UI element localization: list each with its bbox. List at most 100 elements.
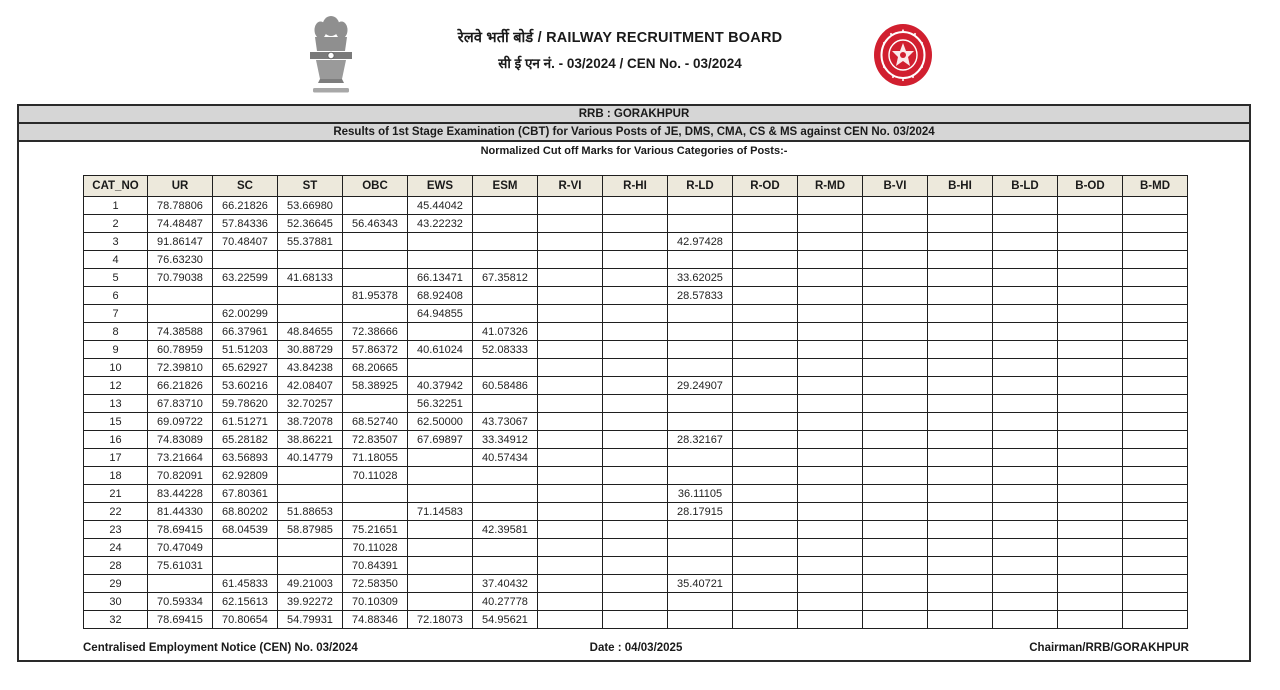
mark-cell [1057,340,1123,359]
mark-cell [277,250,343,269]
mark-cell [602,394,668,413]
mark-cell [342,502,408,521]
mark-cell [407,250,473,269]
mark-cell [1057,358,1123,377]
mark-cell [797,232,863,251]
mark-cell: 63.22599 [212,268,278,287]
mark-cell: 76.63230 [147,250,213,269]
mark-cell [1057,520,1123,539]
cat-no-cell: 28 [83,556,148,575]
column-header-b-md: B-MD [1122,175,1188,197]
mark-cell [537,304,603,323]
mark-cell [797,358,863,377]
mark-cell [147,286,213,305]
mark-cell [407,538,473,557]
mark-cell [732,592,798,611]
mark-cell [537,232,603,251]
mark-cell [992,502,1058,521]
mark-cell [212,250,278,269]
mark-cell [602,268,668,287]
mark-cell [212,556,278,575]
mark-cell [797,268,863,287]
mark-cell [602,556,668,575]
mark-cell [472,286,538,305]
mark-cell [862,376,928,395]
mark-cell: 53.66980 [277,196,343,215]
mark-cell [732,214,798,233]
mark-cell [732,502,798,521]
mark-cell [797,610,863,629]
mark-cell [797,574,863,593]
mark-cell [992,214,1058,233]
table-row-cat-10: 10 72.39810 65.62927 43.84238 68.20665 [83,358,1188,377]
mark-cell [797,466,863,485]
mark-cell: 36.11105 [667,484,733,503]
mark-cell [992,232,1058,251]
mark-cell: 74.88346 [342,610,408,629]
table-row-cat-17: 17 73.21664 63.56893 40.14779 71.18055 40.574… [83,448,1188,467]
mark-cell [862,394,928,413]
mark-cell: 68.80202 [212,502,278,521]
mark-cell: 66.21826 [212,196,278,215]
mark-cell: 72.38666 [342,322,408,341]
mark-cell [277,538,343,557]
mark-cell: 81.95378 [342,286,408,305]
mark-cell: 70.82091 [147,466,213,485]
mark-cell [472,196,538,215]
mark-cell [537,358,603,377]
table-row-cat-22: 22 81.44330 68.80202 51.88653 71.14583 28.179… [83,502,1188,521]
mark-cell: 53.60216 [212,376,278,395]
mark-cell [992,592,1058,611]
mark-cell [1122,358,1188,377]
mark-cell [667,394,733,413]
mark-cell [1122,304,1188,323]
column-header-r-od: R-OD [732,175,798,197]
mark-cell [667,304,733,323]
mark-cell [927,196,993,215]
mark-cell: 62.15613 [212,592,278,611]
mark-cell [407,592,473,611]
mark-cell [1057,502,1123,521]
mark-cell [537,394,603,413]
footer-date: Date : 04/03/2025 [589,642,683,654]
mark-cell [1057,556,1123,575]
mark-cell [1122,322,1188,341]
mark-cell [602,520,668,539]
mark-cell [732,358,798,377]
mark-cell [927,412,993,431]
mark-cell: 70.11028 [342,466,408,485]
mark-cell [1057,394,1123,413]
mark-cell [862,268,928,287]
cat-no-cell: 17 [83,448,148,467]
mark-cell [472,556,538,575]
mark-cell [1122,466,1188,485]
mark-cell: 67.83710 [147,394,213,413]
mark-cell [602,592,668,611]
table-row-cat-12: 12 66.21826 53.60216 42.08407 58.38925 40.379… [83,376,1188,395]
mark-cell: 51.51203 [212,340,278,359]
mark-cell: 70.11028 [342,538,408,557]
mark-cell [667,466,733,485]
mark-cell: 75.61031 [147,556,213,575]
mark-cell: 42.39581 [472,520,538,539]
mark-cell [342,484,408,503]
mark-cell [407,358,473,377]
mark-cell [862,232,928,251]
mark-cell: 61.51271 [212,412,278,431]
mark-cell [667,520,733,539]
mark-cell [472,358,538,377]
mark-cell: 70.80654 [212,610,278,629]
mark-cell [537,502,603,521]
mark-cell [1122,376,1188,395]
mark-cell [1057,538,1123,557]
mark-cell: 40.57434 [472,448,538,467]
mark-cell [797,196,863,215]
mark-cell [537,538,603,557]
mark-cell: 66.21826 [147,376,213,395]
mark-cell: 67.80361 [212,484,278,503]
mark-cell [927,322,993,341]
table-row-cat-30: 30 70.59334 62.15613 39.92272 70.10309 40.277… [83,592,1188,611]
mark-cell: 60.58486 [472,376,538,395]
mark-cell: 65.62927 [212,358,278,377]
mark-cell [472,304,538,323]
